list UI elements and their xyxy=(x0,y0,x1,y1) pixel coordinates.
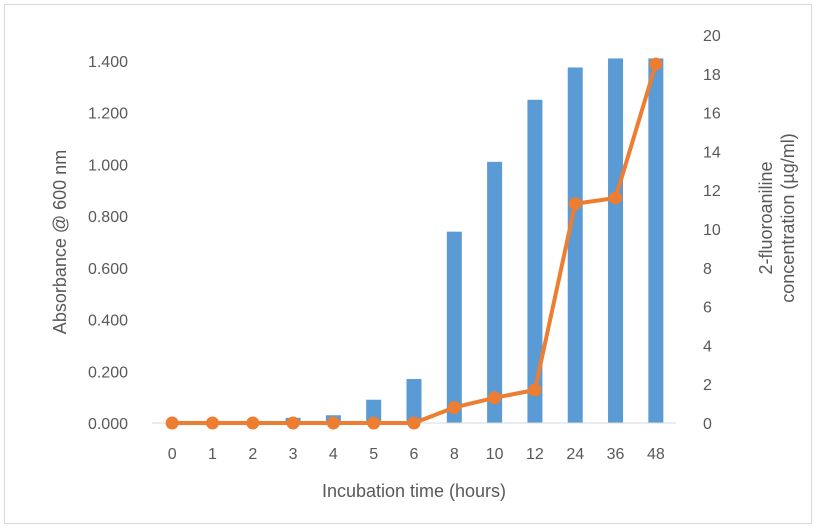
x-tick-label: 12 xyxy=(526,446,544,463)
y-tick-label: 0.600 xyxy=(88,261,128,278)
bar-36 xyxy=(608,58,624,424)
x-axis-title: Incubation time (hours) xyxy=(322,481,506,501)
x-tick-label: 0 xyxy=(168,446,177,463)
marker-2 xyxy=(246,416,260,430)
y2-tick-label: 2 xyxy=(703,377,712,394)
x-tick-label: 8 xyxy=(450,446,459,463)
y2-tick-label: 12 xyxy=(703,183,721,200)
y2-tick-label: 20 xyxy=(703,28,721,45)
y2-axis-title-line1: 2-fluoroaniline xyxy=(756,161,776,274)
marker-4 xyxy=(326,416,340,430)
bar-48 xyxy=(648,58,664,424)
y2-tick-label: 4 xyxy=(703,338,712,355)
y2-tick-label: 0 xyxy=(703,416,712,433)
marker-8 xyxy=(447,400,461,414)
y-tick-label: 0.400 xyxy=(88,313,128,330)
chart-area xyxy=(4,4,812,524)
y2-tick-label: 6 xyxy=(703,300,712,317)
y-tick-label: 1.000 xyxy=(88,157,128,174)
marker-5 xyxy=(367,416,381,430)
x-tick-label: 48 xyxy=(647,446,665,463)
bar-6 xyxy=(406,379,422,423)
x-tick-label: 1 xyxy=(208,446,217,463)
x-tick-label: 5 xyxy=(369,446,378,463)
bar-12 xyxy=(527,99,543,424)
concentration-line xyxy=(170,62,658,425)
y2-tick-label: 14 xyxy=(703,144,721,161)
marker-6 xyxy=(407,416,421,430)
bar-24 xyxy=(567,67,583,423)
marker-0 xyxy=(165,416,179,430)
y-tick-label: 0.200 xyxy=(88,364,128,381)
marker-3 xyxy=(286,416,300,430)
marker-1 xyxy=(205,416,219,430)
bar-8 xyxy=(446,231,462,423)
y-tick-label: 0.800 xyxy=(88,209,128,226)
y-tick-label: 1.400 xyxy=(88,54,128,71)
bar-5 xyxy=(366,399,382,423)
y2-tick-label: 8 xyxy=(703,261,712,278)
marker-48 xyxy=(649,57,663,71)
y2-tick-label: 18 xyxy=(703,67,721,84)
y-tick-label: 1.200 xyxy=(88,106,128,123)
x-tick-label: 36 xyxy=(607,446,625,463)
x-tick-label: 4 xyxy=(329,446,338,463)
x-tick-label: 3 xyxy=(289,446,298,463)
marker-10 xyxy=(488,391,502,405)
y2-axis-title-line2: concentration (µg/ml) xyxy=(778,133,798,302)
marker-36 xyxy=(609,191,623,205)
y-tick-label: 0.000 xyxy=(88,416,128,433)
y2-tick-label: 10 xyxy=(703,222,721,239)
marker-12 xyxy=(528,383,542,397)
x-tick-label: 2 xyxy=(248,446,257,463)
y-axis-title: Absorbance @ 600 nm xyxy=(50,150,70,334)
x-tick-label: 24 xyxy=(566,446,584,463)
bar-10 xyxy=(487,161,503,424)
x-tick-label: 10 xyxy=(486,446,504,463)
marker-24 xyxy=(568,197,582,211)
y2-tick-label: 16 xyxy=(703,106,721,123)
x-tick-label: 6 xyxy=(410,446,419,463)
